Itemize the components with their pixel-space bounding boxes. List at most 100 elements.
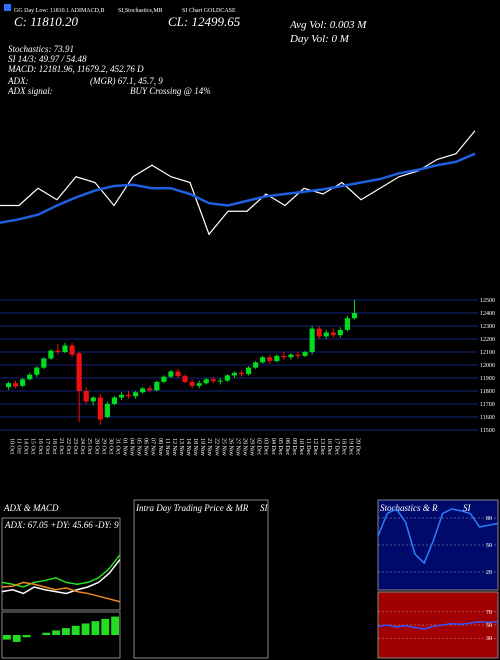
si: SI 14/3: 49.97 / 54.48 xyxy=(8,54,87,64)
candle-body xyxy=(104,404,110,417)
candle-body xyxy=(48,350,54,359)
bar xyxy=(81,623,90,635)
candle-body xyxy=(154,381,160,391)
candle-body xyxy=(344,318,351,330)
x-tick-label: 31 Oct xyxy=(114,438,120,454)
x-tick-label: 18 Nov xyxy=(192,438,198,456)
y-tick-label: 30 xyxy=(486,636,492,642)
x-tick-label: 20 Dec xyxy=(354,438,360,455)
x-tick-label: 25 Oct xyxy=(86,438,92,454)
x-tick-label: 16 Dec xyxy=(326,438,332,455)
x-tick-label: 21 Oct xyxy=(58,438,64,454)
x-tick-label: 11 Nov xyxy=(164,438,170,456)
candle-body xyxy=(274,355,280,362)
candle-body xyxy=(125,394,132,397)
x-tick-label: 26 Nov xyxy=(227,438,233,456)
line xyxy=(1,581,121,603)
y-tick-label: 12100 xyxy=(480,350,495,356)
x-tick-label: 14 Nov xyxy=(185,438,191,456)
x-tick-label: 13 Dec xyxy=(319,438,325,455)
y-tick-label: 20 xyxy=(486,570,492,576)
x-tick-label: 07 Nov xyxy=(150,438,156,456)
bar xyxy=(42,632,51,635)
x-tick-label: 19 Nov xyxy=(199,438,205,456)
x-tick-label: 01 Nov xyxy=(121,438,127,456)
x-tick-label: 16 Oct xyxy=(37,438,43,454)
chart-name: SI,Stochastics,MR xyxy=(118,8,163,14)
y-tick-label: 70 xyxy=(486,610,492,616)
y-tick-label: 50 xyxy=(486,623,492,629)
bar xyxy=(12,635,21,642)
stochastics: Stochastics: 73.91 xyxy=(8,44,74,54)
adx-values: (MGR) 67.1, 45.7, 9 xyxy=(90,76,163,86)
candle-body xyxy=(62,345,68,352)
candle-body xyxy=(182,376,188,382)
candle-body xyxy=(27,374,33,380)
close-label: CL: 12499.65 xyxy=(168,14,241,29)
candle-body xyxy=(217,380,223,382)
candle-body xyxy=(260,357,266,363)
x-tick-label: 14 Oct xyxy=(23,438,29,454)
avg-vol: Avg Vol: 0.003 M xyxy=(289,19,367,31)
candle-body xyxy=(281,355,287,358)
candle-body xyxy=(34,367,40,375)
candle-body xyxy=(203,379,209,384)
candle-body xyxy=(133,392,139,397)
x-tick-label: 30 Oct xyxy=(107,438,113,454)
y-tick-label: 80 xyxy=(486,516,492,522)
candle-body xyxy=(161,376,167,382)
candle-body xyxy=(118,394,125,398)
candle-body xyxy=(189,381,195,386)
y-tick-label: 11700 xyxy=(480,402,495,408)
line xyxy=(377,620,499,630)
x-tick-label: 04 Dec xyxy=(270,438,276,455)
x-tick-label: 22 Oct xyxy=(65,438,71,454)
candle-body xyxy=(330,332,336,336)
candle-body xyxy=(97,397,103,420)
bar xyxy=(91,621,100,635)
candle-body xyxy=(231,372,238,376)
panel xyxy=(1,611,121,659)
x-tick-label: 05 Nov xyxy=(136,438,142,456)
candle-body xyxy=(267,357,273,362)
x-tick-label: 28 Oct xyxy=(93,438,99,454)
candle-body xyxy=(253,362,259,368)
day-vol: Day Vol: 0 M xyxy=(289,33,350,45)
candle-body xyxy=(41,358,47,368)
y-tick-label: 11600 xyxy=(480,415,495,421)
x-tick-label: 06 Dec xyxy=(284,438,290,455)
x-tick-label: 23 Oct xyxy=(72,438,78,454)
candle-body xyxy=(55,350,61,352)
bar xyxy=(62,628,70,635)
candle-body xyxy=(196,383,202,386)
x-tick-label: 04 Nov xyxy=(129,438,135,456)
panel-label: ADX: 67.05 +DY: 45.66 -DY: 9 xyxy=(4,520,119,530)
candle-body xyxy=(175,371,181,377)
adx: ADX: xyxy=(7,76,29,86)
adx-signal: ADX signal: xyxy=(7,86,53,96)
candle-body xyxy=(147,388,153,391)
y-tick-label: 12000 xyxy=(480,363,495,369)
candle-body xyxy=(90,397,96,402)
candle-body xyxy=(337,329,343,336)
candle-body xyxy=(238,372,245,375)
line xyxy=(1,554,121,588)
x-tick-label: 29 Oct xyxy=(100,438,106,454)
x-tick-label: 11 Oct xyxy=(16,438,22,454)
panel-title: ADX & MACD xyxy=(3,503,59,513)
line xyxy=(377,508,499,565)
x-tick-label: 22 Nov xyxy=(213,438,219,456)
y-tick-label: 12400 xyxy=(480,311,495,317)
x-tick-label: 08 Nov xyxy=(157,438,163,456)
bar xyxy=(71,625,80,635)
panel-title: SI xyxy=(463,503,472,513)
x-tick-label: 09 Dec xyxy=(291,438,297,455)
y-tick-label: 11500 xyxy=(480,428,495,434)
bar xyxy=(101,618,110,635)
x-tick-label: 25 Nov xyxy=(220,438,226,456)
symbol-line: GG Day Low: 11810.1 ADIMACD,B xyxy=(14,8,104,14)
adx-signal-value: BUY Crossing @ 14% xyxy=(130,86,211,96)
x-tick-label: 17 Dec xyxy=(333,438,339,455)
line xyxy=(0,130,476,236)
